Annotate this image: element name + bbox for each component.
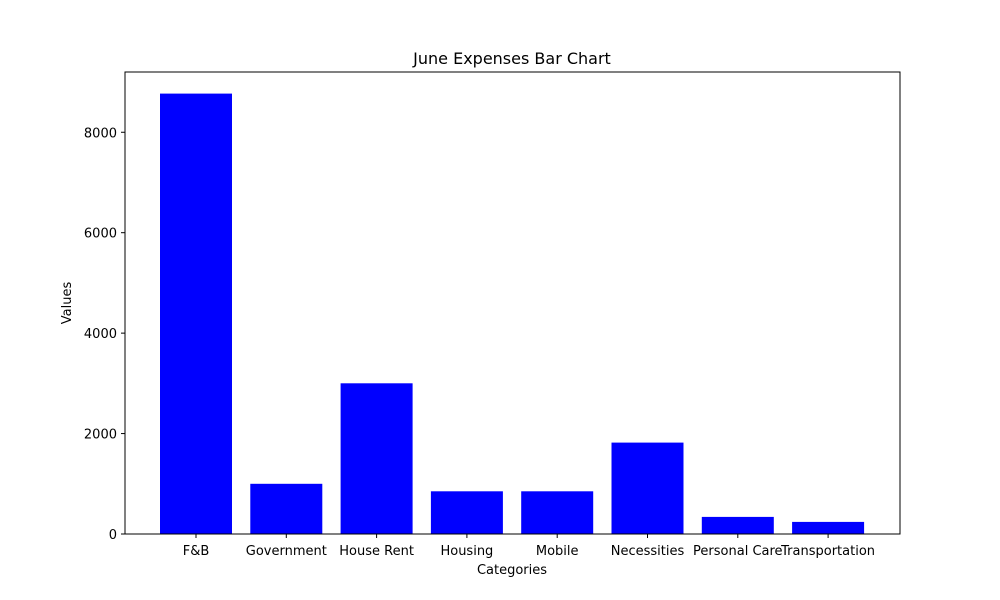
x-tick-label-6: Personal Care xyxy=(693,544,783,559)
y-axis-ticks: 0 2000 4000 6000 8000 xyxy=(84,126,125,543)
x-tick-label-0: F&B xyxy=(183,544,210,559)
bar-7 xyxy=(792,521,865,534)
y-tick-label-0: 0 xyxy=(109,528,117,543)
x-tick-label-7: Transportation xyxy=(780,544,875,559)
chart-title: June Expenses Bar Chart xyxy=(412,49,611,68)
bar-6 xyxy=(701,516,774,534)
bar-2 xyxy=(340,383,413,534)
bar-5 xyxy=(611,442,684,534)
y-tick-label-4: 8000 xyxy=(84,126,117,141)
x-axis-ticks: F&B Government House Rent Housing Mobile Nece… xyxy=(183,534,875,559)
bar-3 xyxy=(430,491,503,534)
x-tick-label-4: Mobile xyxy=(536,544,579,559)
y-tick-label-2: 4000 xyxy=(84,327,117,342)
bar-0 xyxy=(160,93,232,534)
x-tick-label-3: Housing xyxy=(440,544,493,559)
y-tick-label-1: 2000 xyxy=(84,428,117,443)
y-tick-label-3: 6000 xyxy=(84,227,117,242)
x-axis-label: Categories xyxy=(477,563,547,578)
bar-4 xyxy=(521,491,594,534)
bar-1 xyxy=(250,483,323,534)
x-tick-label-1: Government xyxy=(246,544,327,559)
y-axis-label: Values xyxy=(60,282,75,325)
x-tick-label-5: Necessities xyxy=(611,544,685,559)
x-tick-label-2: House Rent xyxy=(339,544,414,559)
plot-frame xyxy=(124,71,901,535)
bars-group xyxy=(160,93,865,534)
